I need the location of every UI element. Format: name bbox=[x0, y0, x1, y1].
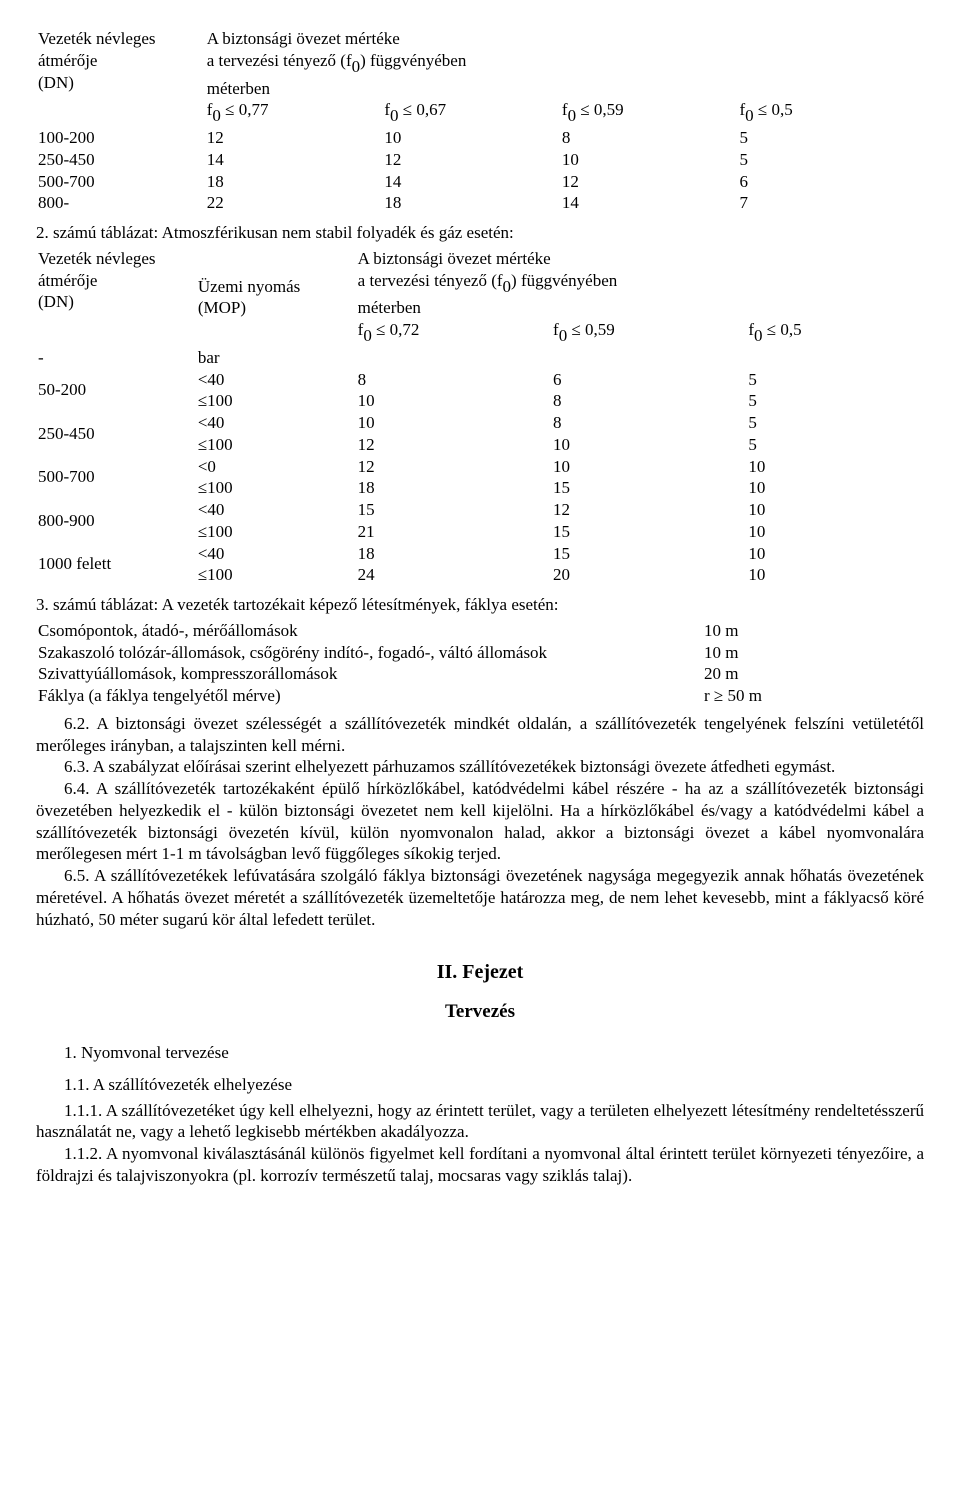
t2-meterben: méterben bbox=[356, 297, 924, 319]
table-row: 800-2218147 bbox=[36, 192, 924, 214]
text: A biztonsági övezet mértéke bbox=[207, 29, 400, 48]
t1-head-right: A biztonsági övezet mértéke a tervezési … bbox=[205, 28, 924, 78]
text: (DN) bbox=[38, 73, 74, 92]
text: átmérője bbox=[38, 51, 97, 70]
t2-colB: f0 ≤ 0,59 bbox=[551, 319, 746, 347]
subscript: 0 bbox=[352, 56, 361, 78]
table-1: Vezeték névleges átmérője (DN) A biztons… bbox=[36, 28, 924, 214]
table-row: 250-4501412105 bbox=[36, 149, 924, 171]
t2-unit-dash: - bbox=[36, 347, 196, 369]
table-row: 800-900<40151210 bbox=[36, 499, 924, 521]
t2-colA: f0 ≤ 0,72 bbox=[356, 319, 551, 347]
t1-colD: f0 ≤ 0,5 bbox=[738, 99, 925, 127]
t1-colA: f0 ≤ 0,77 bbox=[205, 99, 383, 127]
text: ) függvényében bbox=[360, 51, 466, 70]
table-3: Csomópontok, átadó-, mérőállomások10 m S… bbox=[36, 620, 924, 707]
section-heading: Tervezés bbox=[36, 1000, 924, 1024]
table-row: 500-700<0121010 bbox=[36, 456, 924, 478]
paragraph-6-5: 6.5. A szállítóvezetékek lefúvatására sz… bbox=[36, 865, 924, 930]
t1-meterben: méterben bbox=[205, 78, 924, 100]
t1-colC: f0 ≤ 0,59 bbox=[560, 99, 738, 127]
table-row: Szakaszoló tolózár-állomások, csőgörény … bbox=[36, 642, 924, 664]
paragraph-1-1-2: 1.1.2. A nyomvonal kiválasztásánál külön… bbox=[36, 1143, 924, 1187]
t2-head-dn: Vezeték névleges átmérője (DN) bbox=[36, 248, 196, 347]
table-row: 500-7001814126 bbox=[36, 171, 924, 193]
heading-1-1: 1.1. A szállítóvezeték elhelyezése bbox=[36, 1074, 924, 1096]
caption-table-3: 3. számú táblázat: A vezeték tartozékait… bbox=[36, 594, 924, 616]
table-row: 1000 felett<40181510 bbox=[36, 543, 924, 565]
t1-colB: f0 ≤ 0,67 bbox=[382, 99, 560, 127]
table-row: Csomópontok, átadó-, mérőállomások10 m bbox=[36, 620, 924, 642]
t2-colC: f0 ≤ 0,5 bbox=[746, 319, 924, 347]
table-row: Fáklya (a fáklya tengelyétől mérve)r ≥ 5… bbox=[36, 685, 924, 707]
heading-1: 1. Nyomvonal tervezése bbox=[36, 1042, 924, 1064]
table-row: 50-200<40865 bbox=[36, 369, 924, 391]
chapter-heading: II. Fejezet bbox=[36, 960, 924, 986]
table-row: 250-450<401085 bbox=[36, 412, 924, 434]
t2-unit-bar: bar bbox=[196, 347, 356, 369]
t2-head-mop: Üzemi nyomás (MOP) bbox=[196, 248, 356, 347]
text: a tervezési tényező (f bbox=[207, 51, 352, 70]
t1-head-dn: Vezeték névleges átmérője (DN) bbox=[36, 28, 205, 127]
paragraph-1-1-1: 1.1.1. A szállítóvezetéket úgy kell elhe… bbox=[36, 1100, 924, 1144]
table-2: Vezeték névleges átmérője (DN) Üzemi nyo… bbox=[36, 248, 924, 586]
table-row: Szivattyúállomások, kompresszorállomások… bbox=[36, 663, 924, 685]
paragraph-6-2: 6.2. A biztonsági övezet szélességét a s… bbox=[36, 713, 924, 757]
table-row: 100-200121085 bbox=[36, 127, 924, 149]
caption-table-2: 2. számú táblázat: Atmoszférikusan nem s… bbox=[36, 222, 924, 244]
t2-head-right: A biztonsági övezet mértéke a tervezési … bbox=[356, 248, 924, 298]
text: Vezeték névleges bbox=[38, 29, 156, 48]
paragraph-6-4: 6.4. A szállítóvezeték tartozékaként épü… bbox=[36, 778, 924, 865]
paragraph-6-3: 6.3. A szabályzat előírásai szerint elhe… bbox=[36, 756, 924, 778]
